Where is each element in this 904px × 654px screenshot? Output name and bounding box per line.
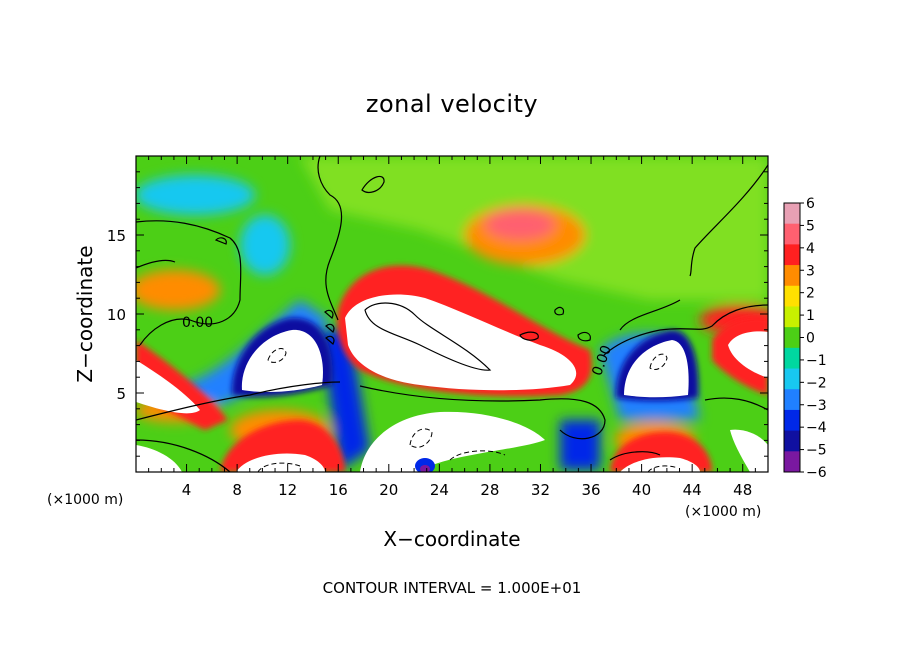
x-unit-left: (×1000 m): [47, 492, 123, 508]
x-tick-label: 12: [278, 481, 297, 499]
zero-contour: [214, 237, 227, 245]
white-blob: [730, 429, 768, 472]
warm-patch: [485, 210, 555, 240]
chart-title: zonal velocity: [366, 90, 538, 118]
blue-jet: [320, 330, 370, 470]
x-tick-label: 16: [329, 481, 348, 499]
zero-contour: [602, 304, 768, 357]
zero-contour: [364, 302, 492, 371]
blue-jet: [560, 420, 600, 470]
contour-label: 0.00: [182, 315, 213, 331]
colorbar-tick-label: 1: [806, 308, 815, 324]
x-axis-label: X−coordinate: [383, 527, 520, 551]
white-blob: [136, 445, 182, 472]
zero-contour: [317, 156, 343, 321]
white-blob: [360, 411, 545, 472]
x-tick-label: 32: [531, 481, 550, 499]
zero-contour: [325, 335, 335, 345]
colorbar-swatch: [784, 203, 800, 225]
colorbar: 6 5 4 3 2 1 0 −1 −2 −3 −4 −5 −6: [783, 196, 827, 481]
colorbar-tick-label: 2: [806, 286, 815, 302]
plot-area: 0.00 0.00: [136, 156, 768, 472]
negative-contour: [409, 428, 433, 448]
white-blob: [136, 360, 200, 414]
negative-contour: [647, 465, 679, 472]
zero-contour: [619, 299, 681, 331]
x-axis: 4 8 12 16 20 24 28 32 36 40 44 48: [148, 156, 756, 499]
colorbar-tick-label: −1: [806, 353, 827, 369]
colorbar-swatch: [784, 409, 800, 432]
cyan-patch: [240, 215, 290, 275]
zero-contour: [136, 381, 341, 421]
colorbar-tick-label: −6: [806, 465, 827, 481]
zero-contour: [609, 451, 661, 461]
colorbar-tick-label: −2: [806, 375, 827, 391]
colorbar-swatch: [784, 223, 800, 245]
cyan-patch: [136, 175, 255, 215]
negative-contours: [257, 348, 679, 472]
x-tick-label: 20: [379, 481, 398, 499]
colorbar-swatch: [784, 347, 800, 370]
y-tick-label: 10: [107, 306, 126, 324]
colorbar-tick-label: −4: [806, 420, 827, 436]
contour-lines: [136, 156, 768, 472]
zero-contour: [324, 309, 334, 319]
x-tick-label: 44: [683, 481, 702, 499]
negative-contour: [649, 353, 668, 371]
colorbar-tick-label: 0: [806, 331, 815, 347]
y-tick-label: 15: [107, 227, 126, 245]
white-blob: [241, 329, 323, 393]
zero-contour: [136, 439, 231, 472]
colorbar-swatch: [784, 430, 800, 452]
zero-contour: [554, 306, 565, 316]
x-tick-label: 4: [182, 481, 192, 499]
zero-contour: [325, 323, 335, 333]
y-axis-label: Z−coordinate: [73, 245, 97, 382]
zero-contour: [519, 331, 539, 341]
zero-contour: [361, 175, 385, 193]
contour-interval-footer: CONTOUR INTERVAL = 1.000E+01: [323, 579, 582, 597]
colorbar-swatch: [784, 451, 800, 473]
negative-contour: [257, 462, 301, 472]
colorbar-swatch: [784, 389, 800, 411]
zero-contour: [704, 397, 768, 411]
colorbar-tick-label: 5: [806, 218, 815, 234]
x-tick-label: 8: [232, 481, 242, 499]
warm-patch: [136, 270, 220, 310]
colorbar-tick-label: 6: [806, 196, 815, 212]
colorbar-tick-label: −3: [806, 398, 827, 414]
x-tick-label: 28: [480, 481, 499, 499]
colorbar-swatch: [784, 244, 800, 266]
white-blob: [624, 340, 689, 398]
colorbar-swatch: [784, 327, 800, 349]
white-blob: [728, 331, 768, 378]
x-tick-label: 48: [733, 481, 752, 499]
zero-contour: [577, 331, 591, 342]
purple-core: [420, 465, 430, 472]
x-tick-label: 24: [430, 481, 449, 499]
colorbar-swatch: [784, 306, 800, 328]
x-tick-label: 36: [581, 481, 600, 499]
x-unit-right: (×1000 m): [685, 504, 761, 520]
colorbar-swatch: [784, 285, 800, 307]
negative-contour: [449, 450, 506, 461]
zero-contour: [136, 220, 242, 346]
zero-contour: [689, 164, 768, 277]
colorbar-tick-label: 4: [806, 241, 815, 257]
y-tick-label: 5: [116, 385, 126, 403]
colorbar-tick-label: 3: [806, 263, 815, 279]
zero-contour: [359, 385, 606, 440]
colorbar-swatch: [784, 368, 800, 390]
negative-contour: [267, 348, 287, 363]
red-ring: [136, 340, 228, 430]
x-tick-label: 40: [632, 481, 651, 499]
over-range-regions: [136, 294, 768, 472]
central-white-core: [345, 294, 577, 391]
y-axis: 5 10 15: [107, 171, 768, 457]
colorbar-swatch: [784, 265, 800, 287]
colorbar-tick-label: −5: [806, 443, 827, 459]
